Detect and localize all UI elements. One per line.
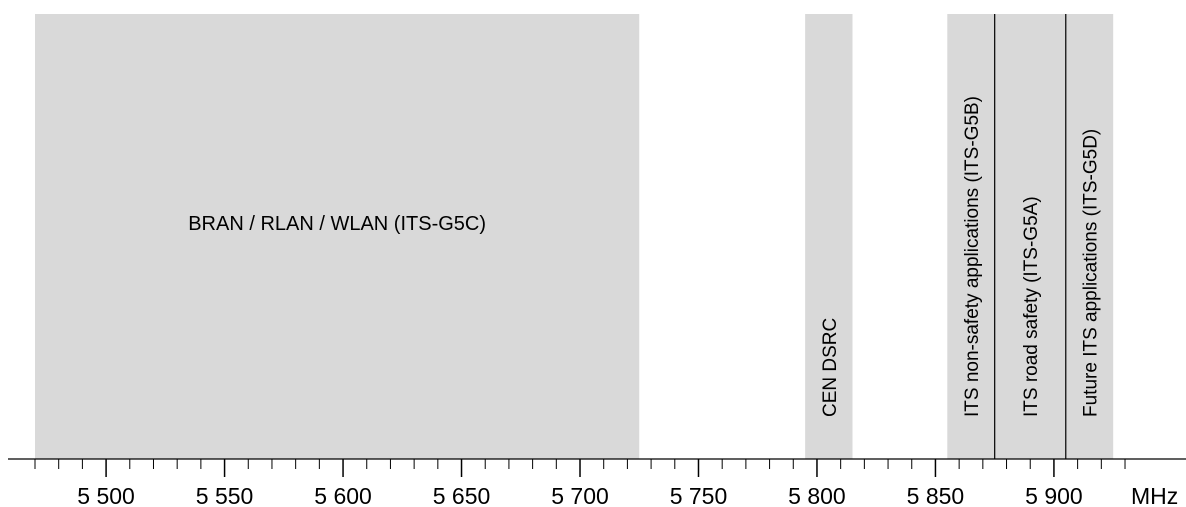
- frequency-axis: 5 500 5 550 5 600 5 650 5 700 5 750 5 800 5 850…: [8, 458, 1186, 507]
- band-label-cen-dsrc: CEN DSRC: [820, 318, 841, 417]
- tick-label-group: 5 500 5 550 5 600 5 650 5 700 5 750 5 800 5 850…: [77, 483, 1082, 507]
- band-its-g5b: [947, 14, 995, 459]
- band-group: BRAN / RLAN / WLAN (ITS-G5C) CEN DSRC ITS …: [35, 14, 1114, 459]
- band-its-g5d: [1065, 14, 1114, 459]
- tick-label: 5 650: [433, 483, 491, 507]
- tick-label: 5 600: [314, 483, 372, 507]
- tick-label: 5 500: [77, 483, 135, 507]
- axis-unit-label: MHz: [1131, 483, 1178, 507]
- band-label-its-g5b: ITS non-safety applications (ITS-G5B): [962, 96, 983, 417]
- band-cen-dsrc: [805, 14, 853, 459]
- band-its-g5a: [994, 14, 1066, 459]
- tick-label: 5 800: [788, 483, 846, 507]
- tick-label: 5 750: [670, 483, 728, 507]
- band-label-its-g5d: Future ITS applications (ITS-G5D): [1080, 129, 1101, 417]
- tick-label: 5 550: [196, 483, 254, 507]
- tick-label: 5 900: [1025, 483, 1083, 507]
- tick-group: [34, 459, 1126, 477]
- tick-label: 5 700: [551, 483, 609, 507]
- band-label-its-g5a: ITS road safety (ITS-G5A): [1021, 196, 1042, 417]
- tick-label: 5 850: [907, 483, 965, 507]
- band-bran: [35, 14, 640, 459]
- band-label-bran: BRAN / RLAN / WLAN (ITS-G5C): [188, 213, 486, 235]
